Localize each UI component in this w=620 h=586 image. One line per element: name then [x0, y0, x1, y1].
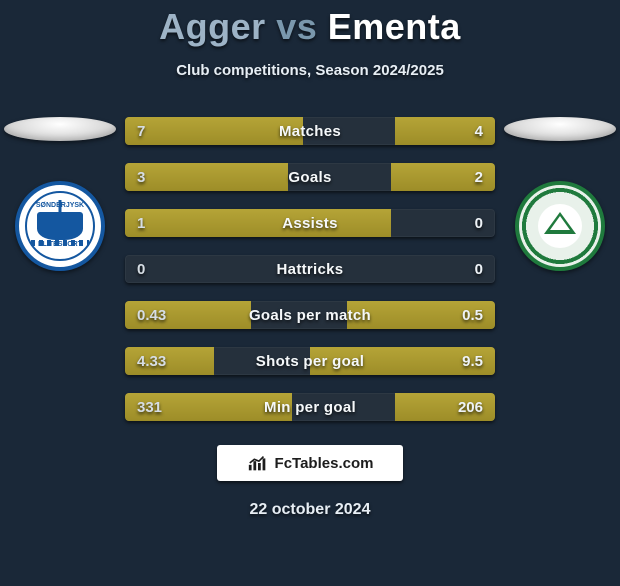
club-badge-right: [515, 181, 605, 271]
stat-bar: 0.43Goals per match0.5: [125, 301, 495, 329]
club-badge-left: SØNDERJYSK ELITESPORT: [15, 181, 105, 271]
stat-bar: 1Assists0: [125, 209, 495, 237]
player-photo-right: [504, 117, 616, 141]
stat-bars: 7Matches43Goals21Assists00Hattricks00.43…: [125, 117, 495, 421]
stat-value-right: 9.5: [462, 347, 483, 375]
stat-label: Min per goal: [125, 393, 495, 421]
stat-value-right: 4: [475, 117, 483, 145]
stat-label: Matches: [125, 117, 495, 145]
brand-text: FcTables.com: [275, 455, 374, 472]
stat-label: Goals per match: [125, 301, 495, 329]
stat-bar: 331Min per goal206: [125, 393, 495, 421]
stat-label: Shots per goal: [125, 347, 495, 375]
title-player1: Agger: [159, 6, 266, 47]
stat-bar: 7Matches4: [125, 117, 495, 145]
stat-value-right: 0: [475, 255, 483, 283]
player-column-right: [500, 117, 620, 271]
brand-badge: FcTables.com: [217, 445, 403, 481]
stat-label: Hattricks: [125, 255, 495, 283]
comparison-area: SØNDERJYSK ELITESPORT 7Matches4 3Goals2 1A…: [0, 117, 620, 421]
page-title: Agger vs Ementa: [0, 6, 620, 48]
comparison-date: 22 october 2024: [0, 501, 620, 519]
player-photo-left: [4, 117, 116, 141]
stat-label: Assists: [125, 209, 495, 237]
subtitle: Club competitions, Season 2024/2025: [0, 62, 620, 79]
player-column-left: SØNDERJYSK ELITESPORT: [0, 117, 120, 271]
chart-icon: [247, 453, 269, 473]
title-vs: vs: [276, 6, 317, 47]
stat-label: Goals: [125, 163, 495, 191]
stat-value-right: 2: [475, 163, 483, 191]
stat-value-right: 0: [475, 209, 483, 237]
club-left-text-bottom: ELITESPORT: [38, 241, 82, 248]
tree-icon: [538, 204, 582, 248]
stat-value-right: 206: [458, 393, 483, 421]
ship-icon: [37, 212, 83, 240]
title-player2: Ementa: [328, 6, 461, 47]
stat-bar: 0Hattricks0: [125, 255, 495, 283]
stat-value-right: 0.5: [462, 301, 483, 329]
stat-bar: 4.33Shots per goal9.5: [125, 347, 495, 375]
stat-bar: 3Goals2: [125, 163, 495, 191]
